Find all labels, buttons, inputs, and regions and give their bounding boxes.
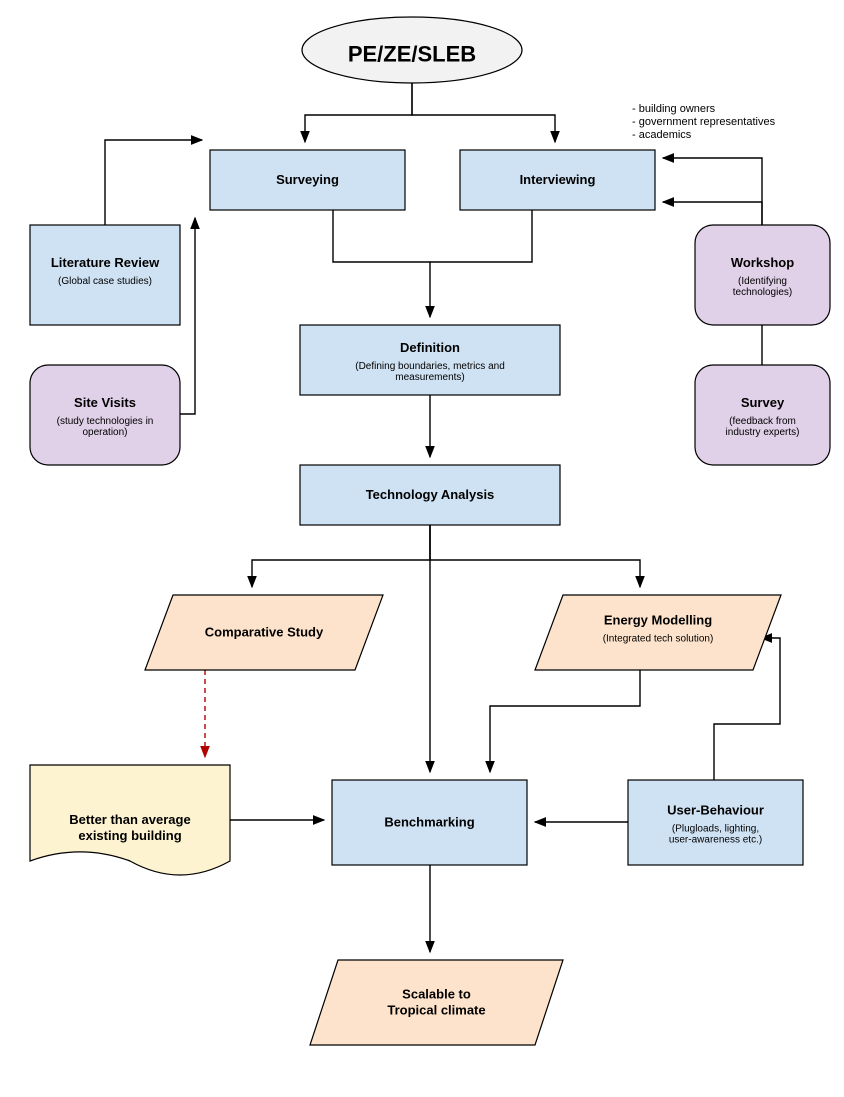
edge-sitevisits-surveying	[180, 218, 195, 414]
node-comp_study: Comparative Study	[145, 595, 383, 670]
edge-surveying-definition-l	[333, 210, 430, 317]
svg-text:Energy Modelling: Energy Modelling	[604, 613, 712, 628]
svg-text:(Identifying: (Identifying	[738, 276, 787, 287]
edge-litreview-surveying	[105, 140, 202, 225]
node-user_behaviour: User-Behaviour (Plugloads, lighting,user-…	[628, 780, 803, 865]
svg-text:Benchmarking: Benchmarking	[384, 815, 474, 830]
node-better_avg: Better than averageexisting building	[30, 765, 230, 875]
svg-text:Interviewing: Interviewing	[520, 172, 596, 187]
svg-text:Workshop: Workshop	[731, 255, 794, 270]
node-survey: Survey (feedback fromindustry experts)	[695, 365, 830, 465]
svg-text:(study technologies in: (study technologies in	[57, 416, 154, 427]
svg-text:Survey: Survey	[741, 395, 785, 410]
svg-text:PE/ZE/SLEB: PE/ZE/SLEB	[348, 42, 476, 67]
svg-text:user-awareness etc.): user-awareness etc.)	[669, 835, 762, 846]
node-tech_analysis: Technology Analysis	[300, 465, 560, 525]
svg-text:User-Behaviour: User-Behaviour	[667, 803, 764, 818]
svg-text:(Plugloads, lighting,: (Plugloads, lighting,	[672, 824, 759, 835]
svg-text:Technology Analysis: Technology Analysis	[366, 487, 495, 502]
node-interviewing: Interviewing	[460, 150, 655, 210]
node-definition: Definition (Defining boundaries, metrics …	[300, 325, 560, 395]
annotation-interview-line-0: - building owners	[632, 103, 716, 115]
svg-text:Better than average: Better than average	[69, 812, 190, 827]
edge-techanalysis-energymodel	[430, 525, 640, 587]
edge-start-interviewing	[412, 83, 555, 142]
svg-text:Literature Review: Literature Review	[51, 255, 160, 270]
node-start: PE/ZE/SLEB	[302, 17, 522, 83]
svg-text:Site Visits: Site Visits	[74, 395, 136, 410]
annotation-interview-line-2: - academics	[632, 129, 692, 141]
svg-text:industry experts): industry experts)	[726, 427, 800, 438]
svg-text:Surveying: Surveying	[276, 172, 339, 187]
svg-text:operation): operation)	[82, 427, 127, 438]
svg-text:technologies): technologies)	[733, 287, 792, 298]
svg-text:(Integrated tech solution): (Integrated tech solution)	[603, 634, 714, 645]
svg-text:Definition: Definition	[400, 340, 460, 355]
svg-text:existing building: existing building	[78, 828, 181, 843]
node-workshop: Workshop (Identifyingtechnologies)	[695, 225, 830, 325]
edge-start-surveying	[305, 83, 412, 142]
svg-text:(feedback from: (feedback from	[729, 416, 796, 427]
annotation-interview-line-1: - government representatives	[632, 116, 776, 128]
edge-techanalysis-compstudy	[252, 525, 430, 587]
svg-text:Tropical climate: Tropical climate	[387, 1003, 485, 1018]
edge-energymodel-benchmarking	[490, 670, 640, 772]
svg-text:(Defining boundaries, metrics: (Defining boundaries, metrics and	[355, 361, 505, 372]
svg-text:Comparative Study: Comparative Study	[205, 625, 324, 640]
edge-workshop-interviewing	[663, 158, 762, 225]
node-lit_review: Literature Review (Global case studies)	[30, 225, 180, 325]
node-site_visits: Site Visits (study technologies inoperati…	[30, 365, 180, 465]
node-energy_model: Energy Modelling (Integrated tech solutio…	[535, 595, 781, 670]
node-benchmarking: Benchmarking	[332, 780, 527, 865]
node-surveying: Surveying	[210, 150, 405, 210]
edge-interviewing-definition-r	[430, 210, 532, 262]
node-scalable: Scalable toTropical climate	[310, 960, 563, 1045]
svg-text:Scalable to: Scalable to	[402, 987, 471, 1002]
svg-text:measurements): measurements)	[395, 372, 464, 383]
svg-text:(Global case studies): (Global case studies)	[58, 276, 152, 287]
